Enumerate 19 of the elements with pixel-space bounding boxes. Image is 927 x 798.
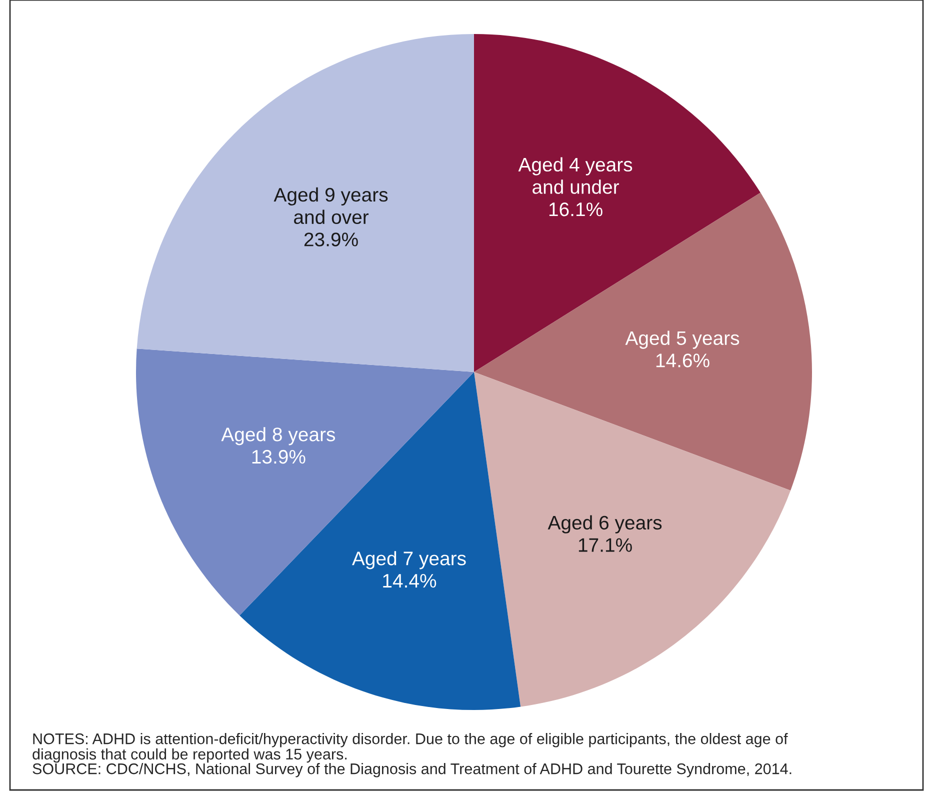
- slice-label: Aged 8 years: [221, 427, 336, 446]
- data-label: 16.1%: [549, 202, 602, 216]
- slice-label: Aged 7 years: [352, 551, 466, 570]
- slice-label: Aged 9 years and over: [274, 187, 388, 224]
- pie-slice: [474, 34, 761, 372]
- pie-slice: [474, 192, 812, 490]
- source-note: SOURCE: CDC/NCHS, National Survey of the Diagnosis and Treatment of ADHD and Tourette Syndrome, 2014.: [32, 763, 792, 778]
- text: NOTES: ADHD is attention-deficit/hyperactivity disorder. Due to the age of eligible participants, the oldest age of diagnosis that could be reported was 15 years.: [32, 733, 788, 763]
- data-label: 17.1%: [578, 538, 632, 552]
- pie-slice: [136, 348, 474, 616]
- data-label: 14.6%: [656, 354, 710, 368]
- slice-label: Aged 4 years and under: [518, 157, 632, 194]
- slice-label: Aged 5 years: [625, 330, 740, 349]
- data-label: 23.9%: [304, 232, 358, 246]
- data-label: 14.4%: [383, 574, 436, 588]
- slice-label: Aged 6 years: [548, 515, 662, 534]
- data-label: 13.9%: [252, 450, 306, 464]
- pie-slice: [474, 372, 791, 707]
- pie-slice: [136, 34, 474, 372]
